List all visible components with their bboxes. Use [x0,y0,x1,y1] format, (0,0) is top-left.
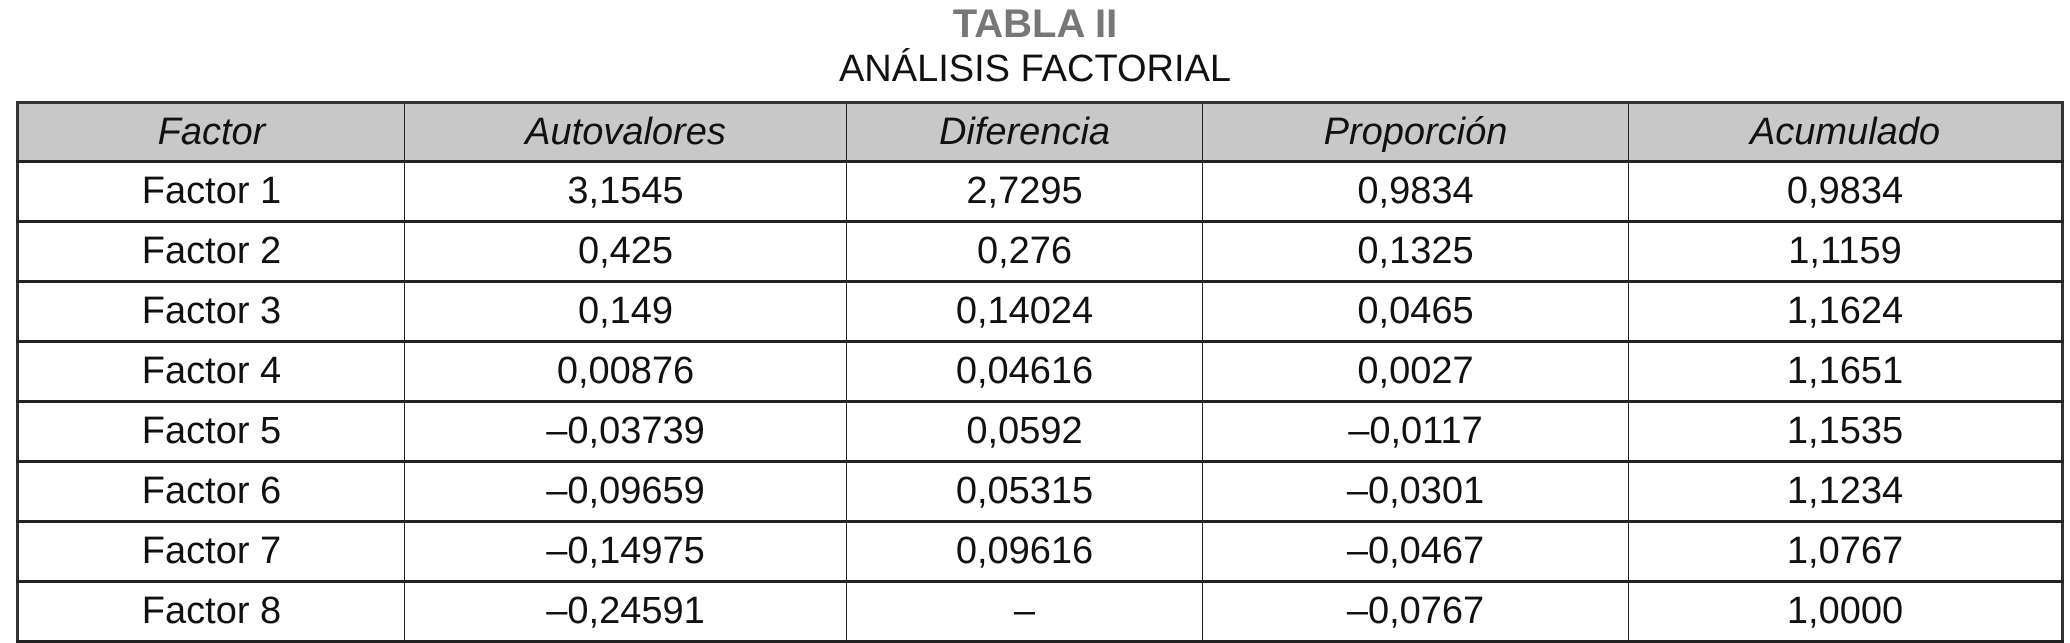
table-row: Factor 8 –0,24591– –0,0767 1,0000 [17,581,2063,642]
table-cell: 1,0000 [1628,581,2063,642]
table-cell: 0,09616 [846,521,1203,582]
table-cell: –0,0117 [1202,401,1629,462]
table-row: Factor 7 –0,14975 0,09616 –0,0467 1,0767 [17,521,2063,582]
table-cell: 0,276 [846,221,1203,282]
table-cell: –0,0467 [1202,521,1629,582]
table-cell: 1,1535 [1628,401,2063,462]
column-header: Autovalores [404,102,847,162]
table-cell: 1,1159 [1628,221,2063,282]
table-cell: Factor 7 [17,521,405,582]
table-cell: 0,149 [404,281,847,342]
table-cell: –0,14975 [404,521,847,582]
table-cell: 2,7295 [846,161,1203,222]
column-header: Factor [17,102,405,162]
table-cell: –0,0767 [1202,581,1629,642]
table-row: Factor 5 –0,03739 0,0592 –0,0117 1,1535 [17,401,2063,462]
table-subtitle: ANÁLISIS FACTORIAL [838,48,1232,90]
table-cell: 0,425 [404,221,847,282]
table-row: Factor 4 0,00876 0,04616 0,0027 1,1651 [17,341,2063,402]
table-cell: Factor 2 [17,221,405,282]
table-cell: 0,9834 [1628,161,2063,222]
table-cell: Factor 6 [17,461,405,522]
column-header: Proporción [1202,102,1629,162]
table-cell: Factor 3 [17,281,405,342]
table-row: Factor 6 –0,09659 0,05315 –0,0301 1,1234 [17,461,2063,522]
factor-analysis-table: Factor Autovalores Diferencia Proporción Acu… [16,101,2064,643]
table-cell: 1,0767 [1628,521,2063,582]
column-header: Acumulado [1628,102,2063,162]
table-cell: – [846,581,1203,642]
table-title: TABLA II [952,2,1118,46]
table-cell: Factor 4 [17,341,405,402]
column-header: Diferencia [846,102,1203,162]
table-cell: 0,05315 [846,461,1203,522]
table-cell: 0,0465 [1202,281,1629,342]
table-row: Factor 2 0,425 0,276 0,1325 1,1159 [17,221,2063,282]
table-cell: 0,1325 [1202,221,1629,282]
header-row: Factor Autovalores Diferencia Proporción Acu… [17,102,2063,162]
table-cell: –0,09659 [404,461,847,522]
table-cell: 0,14024 [846,281,1203,342]
table-cell: 3,1545 [404,161,847,222]
table-cell: 1,1624 [1628,281,2063,342]
table-cell: 1,1651 [1628,341,2063,402]
table-cell: 0,00876 [404,341,847,402]
table-cell: 0,0592 [846,401,1203,462]
table-cell: 0,9834 [1202,161,1629,222]
table-cell: 0,0027 [1202,341,1629,402]
table-cell: –0,24591 [404,581,847,642]
table-cell: 1,1234 [1628,461,2063,522]
table-cell: Factor 8 [17,581,405,642]
table-cell: –0,03739 [404,401,847,462]
table-cell: –0,0301 [1202,461,1629,522]
table-row: Factor 3 0,149 0,14024 0,0465 1,1624 [17,281,2063,342]
table-row: Factor 1 3,1545 2,7295 0,9834 0,9834 [17,161,2063,222]
table-cell: Factor 1 [17,161,405,222]
table-cell: 0,04616 [846,341,1203,402]
table-cell: Factor 5 [17,401,405,462]
